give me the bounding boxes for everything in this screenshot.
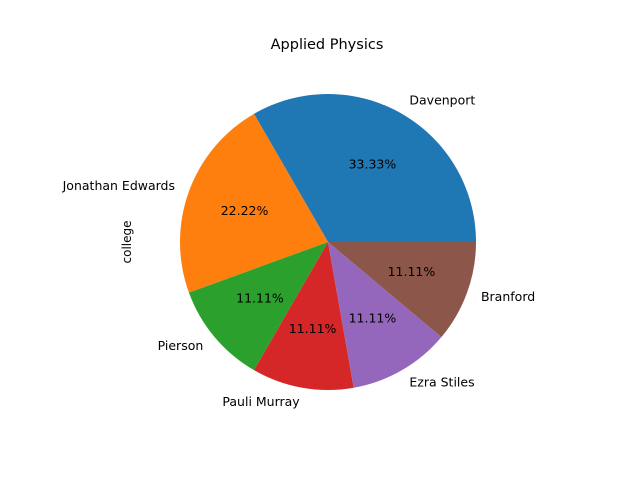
slice-label-branford: Branford xyxy=(481,289,535,304)
pie-slices xyxy=(180,94,476,390)
pie-slice-davenport xyxy=(254,94,476,242)
percent-label-jonathan-edwards: 22.22% xyxy=(221,203,269,218)
pie-slice-pauli-murray xyxy=(254,242,354,390)
percent-label-pierson: 11.11% xyxy=(236,291,284,306)
chart-title: Applied Physics xyxy=(271,37,384,53)
y-axis-label: college xyxy=(120,221,134,264)
percent-label-davenport: 33.33% xyxy=(349,157,397,172)
slice-label-davenport: Davenport xyxy=(409,93,475,108)
pie-labels: Davenport 33.33% Jonathan Edwards 22.22% Pie… xyxy=(62,93,536,409)
slice-label-jonathan-edwards: Jonathan Edwards xyxy=(62,178,175,193)
pie-slice-jonathan-edwards xyxy=(180,113,328,293)
percent-label-ezra-stiles: 11.11% xyxy=(349,310,397,325)
slice-label-ezra-stiles: Ezra Stiles xyxy=(409,374,474,389)
percent-label-branford: 11.11% xyxy=(388,264,436,279)
pie-slice-pierson xyxy=(188,242,328,371)
pie-slice-ezra-stiles xyxy=(328,242,442,388)
percent-label-pauli-murray: 11.11% xyxy=(289,321,337,336)
slice-label-pauli-murray: Pauli Murray xyxy=(222,394,300,409)
pie-slice-branford xyxy=(328,242,476,338)
slice-label-pierson: Pierson xyxy=(158,338,204,353)
